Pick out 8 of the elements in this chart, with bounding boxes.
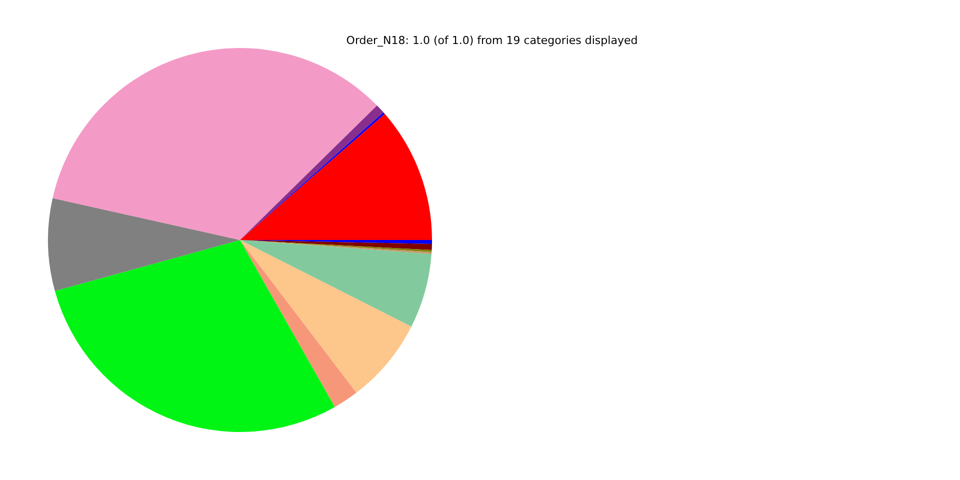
pie-slice — [54, 240, 335, 432]
pie-slice — [48, 198, 240, 292]
pie-slice — [52, 48, 378, 240]
text: Order_N18: 1.0 (of 1.0) from 19 categories displayed — [346, 34, 638, 47]
pie-slice — [240, 240, 432, 327]
pie-slice — [240, 240, 412, 393]
pie-slice — [240, 240, 356, 407]
pie-slice — [240, 114, 432, 240]
